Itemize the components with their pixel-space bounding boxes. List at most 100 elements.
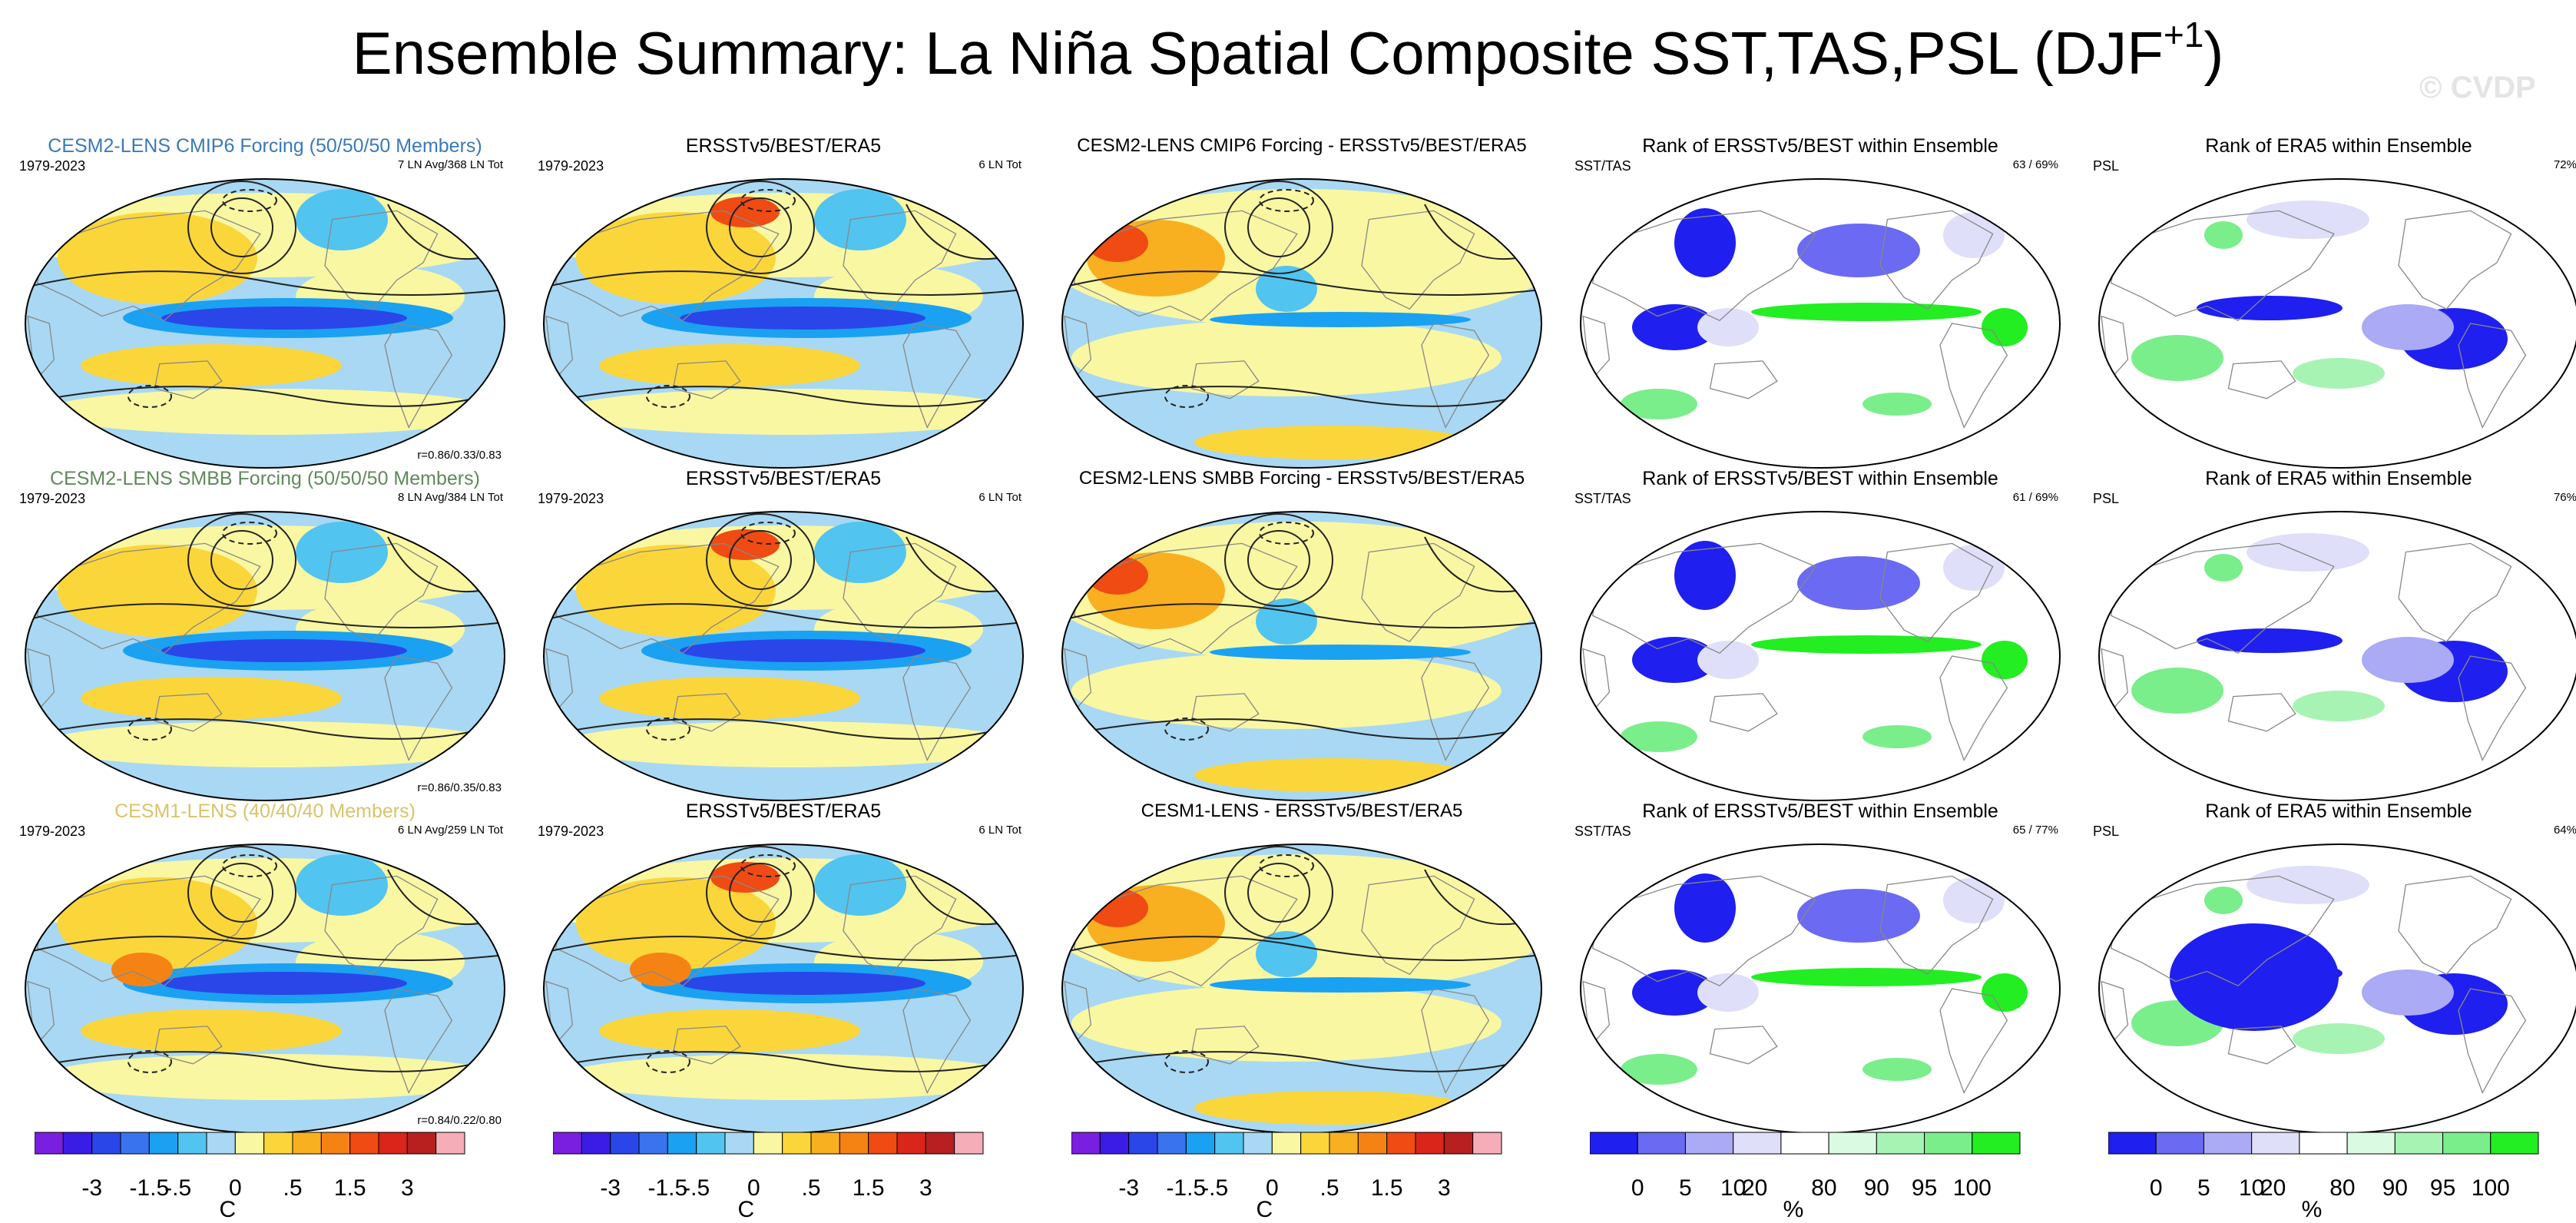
map-border: [543, 511, 1024, 801]
rank-green-east: [1982, 641, 2028, 679]
diff-south-warm: [1071, 320, 1502, 396]
colorbar-tick-label: 100: [2471, 1175, 2510, 1201]
colorbar-swatch: [581, 1132, 611, 1155]
cold-tongue-core: [680, 307, 925, 330]
land-north-america: [2398, 875, 2512, 976]
colorbar-swatch: [292, 1132, 322, 1155]
rank-green-south-pacific: [1862, 393, 1932, 416]
land-south-america: [902, 988, 972, 1094]
rank-blue-west: [1632, 304, 1717, 350]
rank-green-south-pacific: [1862, 1058, 1932, 1081]
panel-rank2-row-2: Rank of ERA5 within Ensemble PSL 76%: [2085, 468, 2576, 806]
colorbar-tick-label: 10: [2239, 1175, 2265, 1201]
map-border: [1061, 178, 1542, 469]
colorbar-swatch: [610, 1132, 640, 1155]
land-asia: [1591, 542, 1816, 654]
land-australia: [672, 693, 741, 732]
land-north-america: [1879, 542, 1994, 643]
colorbar-tick-label: -3: [81, 1175, 103, 1201]
colorbar-swatch: [1780, 1132, 1829, 1155]
colorbar-swatch: [1876, 1132, 1925, 1155]
diff-cool-patch: [1256, 266, 1317, 312]
map-border: [1061, 511, 1542, 801]
colorbar-tick-label: 80: [2329, 1175, 2356, 1201]
colorbar-tick-label: -3: [1118, 1175, 1140, 1201]
map-border: [25, 178, 505, 469]
land-north-america: [324, 542, 439, 643]
land-greenland: [2515, 198, 2546, 220]
colorbar-swatch: [1637, 1132, 1686, 1155]
colorbar-swatch: [1590, 1132, 1638, 1155]
colorbar-swatch: [1828, 1132, 1877, 1155]
colorbar-swatch: [782, 1132, 812, 1155]
west-pacific-warm: [58, 545, 257, 637]
rank-green-south: [2293, 691, 2385, 721]
rank-pale-north: [1943, 212, 2005, 258]
colorbar-swatch: [810, 1132, 840, 1155]
colorbar-swatch: [349, 1132, 379, 1155]
colorbar-swatch: [263, 1132, 293, 1155]
rank-blue-west: [1632, 969, 1717, 1016]
psl-contours: [1062, 181, 1541, 408]
land-south-america: [1421, 655, 1490, 761]
colorbar-tick-label: 10: [1720, 1175, 1747, 1201]
psl-contours: [544, 513, 1023, 741]
land-australia: [154, 360, 223, 399]
land-greenland: [960, 863, 991, 886]
colorbar-swatch: [839, 1132, 869, 1155]
colorbar-swatch: [1386, 1132, 1416, 1155]
rank-pale-west: [1697, 308, 1759, 346]
rank-blue-tropics: [2197, 628, 2343, 653]
land-australia: [154, 693, 223, 732]
land-south-america: [2458, 323, 2527, 429]
west-pacific-warm: [58, 212, 257, 304]
alaska-cold: [296, 854, 388, 916]
colorbar-swatch: [1185, 1132, 1216, 1155]
panel-period-label: 1979-2023: [538, 491, 604, 506]
land-australia: [1190, 693, 1260, 732]
west-pacific-warm: [576, 545, 776, 637]
colorbar-swatch: [177, 1132, 207, 1155]
colorbar-tick-label: 100: [1952, 1175, 1992, 1201]
colorbar-tick-label: 1.5: [333, 1175, 366, 1201]
colorbar-tick-label: -3: [600, 1175, 621, 1201]
colorbar-swatch: [2155, 1132, 2204, 1155]
west-pacific-warm: [576, 877, 776, 969]
colorbar-swatch: [1443, 1132, 1474, 1155]
colorbar-tick-label: 90: [1863, 1175, 1889, 1201]
panel-title: Rank of ERSSTv5/BEST within Ensemble: [1642, 135, 1998, 157]
map-rank2: [2098, 511, 2576, 801]
land-south-america: [902, 323, 972, 429]
panel-count-label: 76%: [2553, 491, 2576, 504]
colorbar-swatch: [91, 1132, 121, 1155]
psl-contours: [25, 181, 505, 408]
land-south-america: [1939, 655, 2008, 761]
land-asia: [2110, 875, 2335, 986]
colorbar-unit: %: [2301, 1197, 2323, 1222]
land-north-america: [1361, 210, 1475, 310]
colorbar-tick-label: 20: [2260, 1175, 2286, 1201]
southern-warm-band: [42, 1054, 503, 1100]
colorbar-swatch: [925, 1132, 955, 1155]
land-greenland: [442, 863, 472, 886]
rank-blue-west: [1632, 637, 1717, 683]
land-australia: [1709, 693, 1778, 732]
land-greenland: [960, 198, 991, 220]
colorbar-tick-label: 3: [919, 1175, 932, 1201]
panel-count-label: 7 LN Avg/368 LN Tot: [397, 158, 503, 171]
rank-pale-north: [1943, 877, 2005, 923]
west-pacific-warm: [576, 212, 776, 304]
cold-tongue-core: [161, 307, 407, 330]
colorbar-swatch: [2251, 1132, 2300, 1155]
colorbar-unit: C: [737, 1197, 755, 1222]
colorbar-swatch: [724, 1132, 754, 1155]
land-greenland: [1478, 531, 1509, 553]
colorbar-tick-label: .5: [1319, 1175, 1339, 1201]
panel-title: CESM1-LENS - ERSSTv5/BEST/ERA5: [1141, 800, 1463, 821]
colorbar-swatch: [206, 1132, 236, 1155]
rank-colorbar-4: 0 5 10 20 80 90 95 100%: [1590, 1126, 2112, 1222]
siberia-hot: [710, 862, 780, 893]
colorbar-swatches: [553, 1132, 984, 1155]
colorbar-unit: C: [1256, 1197, 1273, 1222]
colorbar-tick-label: -1.5: [129, 1175, 170, 1201]
